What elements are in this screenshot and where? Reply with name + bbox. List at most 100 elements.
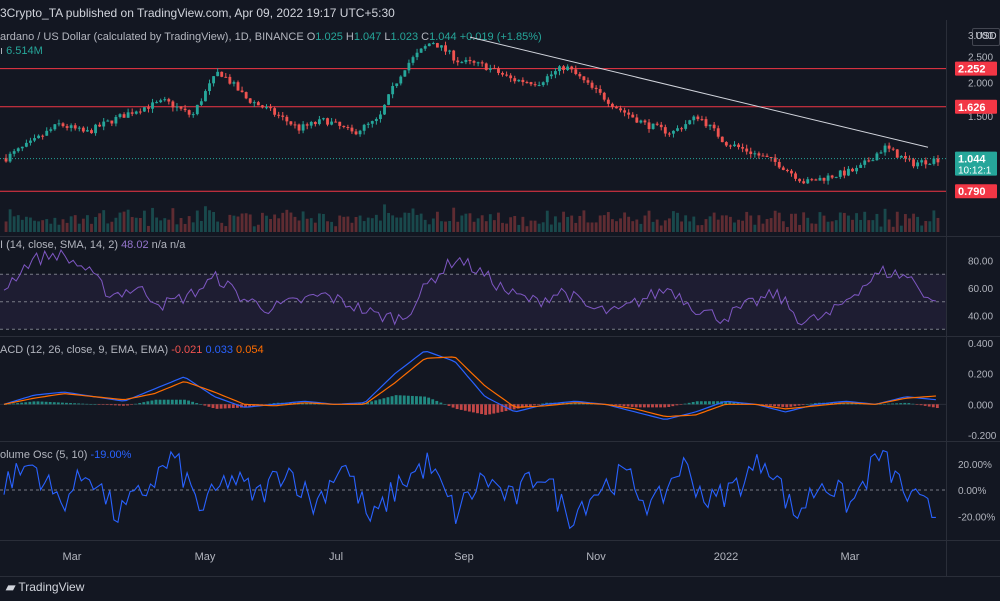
volume-bar <box>476 218 480 232</box>
candle-body <box>334 121 338 123</box>
macd-hist-bar <box>480 404 483 415</box>
volume-bar <box>20 219 24 232</box>
candle-body <box>505 74 509 76</box>
macd-hist-bar <box>618 404 622 406</box>
macd-hist-bar <box>178 399 182 405</box>
macd-hist-bar <box>211 404 215 409</box>
volume-bar <box>822 215 826 232</box>
low-value: 1.023 <box>390 31 419 43</box>
candle-body <box>53 124 57 130</box>
candle-body <box>855 167 858 172</box>
volume-bar <box>932 210 936 232</box>
macd-hist-bar <box>545 402 549 405</box>
macd-hist-bar <box>520 404 524 408</box>
candle-body <box>260 105 264 108</box>
candle-body <box>468 60 472 62</box>
candle-body <box>928 163 932 165</box>
macd-hist-bar <box>166 399 170 405</box>
candle-body <box>130 112 134 114</box>
candle-body <box>273 108 277 115</box>
candle-body <box>29 140 32 143</box>
candle-body <box>391 86 395 95</box>
macd-hist-bar <box>130 404 134 405</box>
macd-legend-label: ACD (12, 26, close, 9, EMA, EMA) <box>0 344 169 356</box>
trend-line[interactable] <box>469 36 929 148</box>
candle-body <box>464 60 468 63</box>
symbol-name[interactable]: ardano / US Dollar (calculated by Tradin… <box>0 31 304 43</box>
candle-body <box>745 148 749 152</box>
volume-bar <box>273 214 277 232</box>
price-pane[interactable]: 3.000 2.500 2.000 1.500 <box>0 31 993 232</box>
tradingview-brand[interactable]: ▰ TradingView <box>6 580 84 594</box>
volume-osc-line <box>3 449 936 530</box>
candle-body <box>912 159 915 167</box>
candle-body <box>712 124 716 129</box>
candle-body <box>684 124 688 129</box>
macd-hist-bar <box>557 402 561 405</box>
volume-bar <box>590 222 594 232</box>
candle-body <box>77 127 81 129</box>
volume-bar <box>842 212 846 232</box>
candle-body <box>936 158 940 163</box>
volume-osc-pane[interactable]: 20.00% 0.00% -20.00% <box>0 449 995 530</box>
volume-bar <box>118 212 122 232</box>
candle-body <box>749 151 753 154</box>
candle-body <box>867 160 871 162</box>
volume-bar <box>871 220 875 232</box>
macd-hist-bar <box>797 404 801 406</box>
macd-hist-bar <box>415 396 418 405</box>
countdown-text: 10:12:1 <box>958 166 992 177</box>
volume-bar <box>672 211 675 232</box>
macd-hist-bar <box>410 395 414 405</box>
volume-bar <box>484 221 488 232</box>
macd-hist-bar <box>508 404 512 411</box>
candle-body <box>541 82 545 86</box>
macd-hist-bar <box>378 399 382 405</box>
candle-body <box>610 103 614 107</box>
macd-hist-bar <box>614 404 618 406</box>
macd-hist-bar <box>93 404 97 405</box>
volume-bar <box>834 220 838 232</box>
rsi-pane[interactable]: 80.00 60.00 40.00 <box>0 249 993 330</box>
macd-hist-bar <box>467 404 471 412</box>
volume-bar <box>69 216 73 232</box>
time-axis[interactable]: Mar May Jul Sep Nov 2022 Mar <box>63 551 860 563</box>
macd-pane[interactable]: 0.400 0.200 0.000 -0.200 <box>0 339 997 442</box>
volume-bar <box>627 216 631 232</box>
candle-body <box>688 120 692 125</box>
macd-hist-bar <box>687 402 691 405</box>
publisher-line: 3Crypto_TA published on TradingView.com,… <box>0 6 395 20</box>
macd-hist-bar <box>203 404 207 406</box>
candle-body <box>578 74 582 77</box>
candle-body <box>480 62 484 64</box>
candle-body <box>399 76 403 84</box>
price-badge-text: 0.790 <box>958 186 986 198</box>
volume-bar <box>663 220 667 232</box>
candle-body <box>12 151 16 154</box>
candle-body <box>554 71 557 75</box>
candle-body <box>639 120 643 123</box>
macd-hist-bar <box>463 404 467 411</box>
macd-hist-bar <box>801 404 805 405</box>
candle-body <box>562 66 565 70</box>
volume-bar <box>448 220 452 232</box>
volume-bar <box>317 213 321 232</box>
volume-bar <box>110 221 114 232</box>
volume-bar <box>684 215 688 232</box>
volume-bar <box>155 217 159 232</box>
candle-body <box>525 82 529 84</box>
macd-hist-bar <box>235 404 239 408</box>
macd-hist-bar <box>785 404 789 408</box>
candle-body <box>659 124 663 128</box>
candle-body <box>61 123 65 127</box>
volume-bar <box>562 211 565 232</box>
macd-hist-bar <box>8 403 11 405</box>
macd-hist-bar <box>101 404 105 405</box>
candle-body <box>147 107 150 109</box>
candle-body <box>326 118 329 125</box>
volume-bar <box>444 221 447 232</box>
macd-hist-bar <box>195 403 199 405</box>
volume-bar <box>859 219 863 232</box>
candle-body <box>830 175 834 178</box>
